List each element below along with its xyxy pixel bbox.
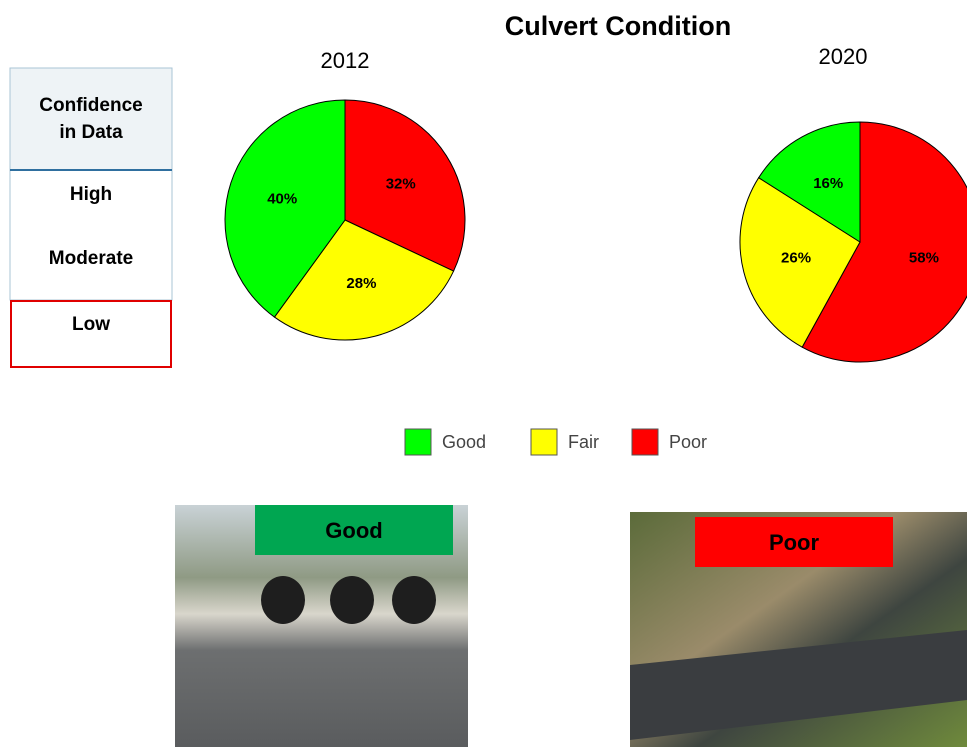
table-body	[9, 169, 173, 301]
pipe	[261, 576, 305, 624]
table-header: Confidence in Data	[39, 95, 143, 143]
pie-slice	[757, 121, 861, 243]
legend-label: Poor	[669, 432, 707, 452]
pipe	[392, 576, 436, 624]
slice-label: 26%	[781, 249, 811, 266]
pie-slice	[224, 99, 346, 318]
chart-title: 2012	[321, 48, 370, 73]
pie-slice	[273, 219, 455, 341]
pie-slice	[739, 177, 861, 348]
legend-label: Fair	[568, 432, 599, 452]
road	[630, 630, 967, 740]
slide-title: Culvert Condition	[505, 11, 731, 41]
chart-title: 2020	[819, 44, 868, 69]
pipe	[330, 576, 374, 624]
legend-swatch	[530, 428, 558, 456]
slice-label: 32%	[386, 176, 416, 193]
table-low-cell	[10, 300, 172, 368]
slice-label: 40%	[267, 191, 297, 208]
legend-swatch	[631, 428, 659, 456]
table-row: Low	[72, 314, 110, 335]
table-header-cell	[9, 67, 173, 171]
legend-label: Good	[442, 432, 486, 452]
slice-label: 16%	[813, 175, 843, 192]
table-row: Moderate	[49, 248, 133, 269]
photo-label: Good	[325, 518, 382, 543]
pie-slice	[801, 121, 967, 363]
pie-slice	[344, 99, 466, 272]
photo-label-bg	[255, 505, 453, 555]
photo-label: Poor	[769, 530, 820, 555]
slice-label: 58%	[909, 249, 939, 266]
photo-label-bg	[695, 517, 893, 567]
legend-swatch	[404, 428, 432, 456]
table-row: High	[70, 184, 112, 205]
table-header-box: Confidence in Data	[39, 95, 143, 143]
slice-label: 28%	[346, 275, 376, 292]
